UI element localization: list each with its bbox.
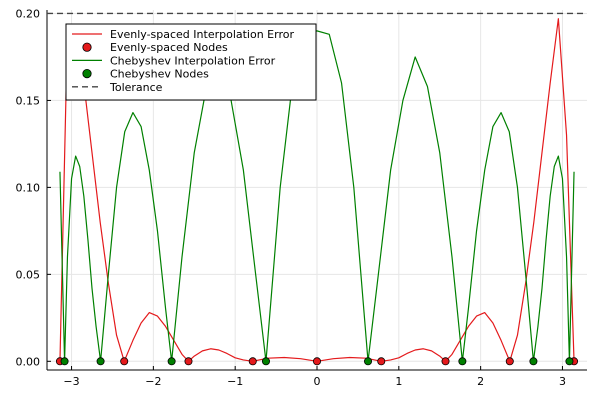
legend: Evenly-spaced Interpolation ErrorEvenly-… [65,23,317,101]
x-tick-label: 2 [477,375,484,388]
tolerance-legend-label: Tolerance [109,81,163,94]
evenly-spaced-nodes-point [312,357,321,366]
y-tick-label: 0.00 [16,355,41,368]
chebyshev-nodes-point [261,357,270,366]
evenly-spaced-nodes-point [248,357,257,366]
x-tick-label: −3 [63,375,79,388]
y-tick-label: 0.20 [16,7,41,20]
chebyshev-nodes-legend-label: Chebyshev Nodes [110,68,209,81]
evenly-spaced-interpolation-error-legend-label: Evenly-spaced Interpolation Error [110,28,294,41]
chebyshev-nodes-point [364,357,373,366]
chebyshev-interpolation-error-line [59,30,575,362]
evenly-spaced-nodes-point [377,357,386,366]
chebyshev-nodes-point [565,357,574,366]
axes [46,10,587,371]
plot-area [47,12,587,366]
x-tick-label: 3 [559,375,566,388]
evenly-spaced-nodes-legend-label: Evenly-spaced Nodes [110,41,228,54]
chebyshev-nodes-point [96,357,105,366]
chebyshev-nodes-point [60,357,69,366]
legend-box [65,23,317,101]
evenly-spaced-nodes-point [505,357,514,366]
evenly-spaced-nodes-point [184,357,193,366]
x-tick-label: 1 [395,375,402,388]
x-tick-label: −1 [227,375,243,388]
evenly-spaced-nodes-point [120,357,129,366]
chebyshev-nodes-point [167,357,176,366]
chebyshev-interpolation-error-legend-label: Chebyshev Interpolation Error [110,54,276,67]
tick-labels: −3 −2 −1 0 1 2 3 0.00 0.05 0.10 0.15 0.20 [16,7,566,388]
y-tick-label: 0.10 [16,181,41,194]
y-tick-label: 0.15 [16,94,41,107]
chebyshev-nodes-legend-swatch [82,69,92,79]
evenly-spaced-nodes-point [441,357,450,366]
chebyshev-nodes-point [529,357,538,366]
x-tick-label: −2 [145,375,161,388]
y-tick-label: 0.05 [16,268,41,281]
evenly-spaced-nodes-legend-swatch [82,42,92,52]
x-tick-label: 0 [314,375,321,388]
chebyshev-nodes-point [458,357,467,366]
